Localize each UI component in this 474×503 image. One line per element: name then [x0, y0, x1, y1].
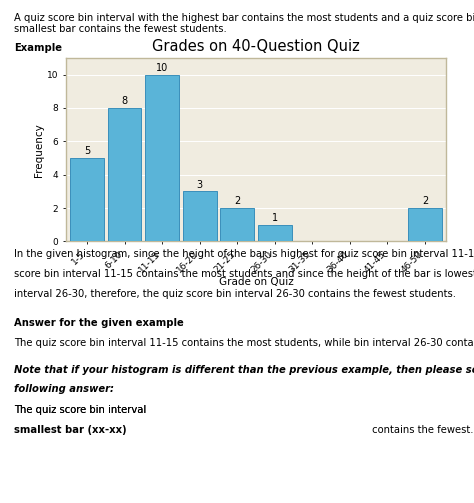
Bar — [220, 208, 254, 241]
Text: The quiz score bin interval: The quiz score bin interval — [14, 405, 150, 415]
Text: contains the fewest.: contains the fewest. — [369, 425, 474, 435]
Text: 1: 1 — [272, 213, 278, 223]
Text: 10: 10 — [156, 63, 168, 73]
Text: Note that if your histogram is different than the previous example, then please : Note that if your histogram is different… — [14, 365, 474, 375]
Text: 2: 2 — [422, 196, 428, 206]
Bar — [408, 208, 442, 241]
Text: 5: 5 — [84, 146, 90, 156]
Bar — [145, 74, 179, 241]
Bar — [108, 108, 141, 241]
Text: 3: 3 — [197, 180, 203, 190]
Text: Example: Example — [14, 43, 62, 53]
Text: Answer for the given example: Answer for the given example — [14, 318, 184, 328]
Y-axis label: Frequency: Frequency — [34, 123, 44, 177]
Text: A quiz score bin interval with the highest bar contains the most students and a : A quiz score bin interval with the highe… — [14, 13, 474, 23]
Text: interval 26-30, therefore, the quiz score bin interval 26-30 contains the fewest: interval 26-30, therefore, the quiz scor… — [14, 289, 456, 299]
Text: The quiz score bin interval: The quiz score bin interval — [14, 405, 150, 415]
Bar — [183, 191, 217, 241]
Text: smallest bar (xx-xx): smallest bar (xx-xx) — [14, 425, 127, 435]
Text: 8: 8 — [121, 96, 128, 106]
Text: smallest bar contains the fewest students.: smallest bar contains the fewest student… — [14, 24, 227, 34]
Text: In the given histogram, since the height of the bar is highest for quiz score bi: In the given histogram, since the height… — [14, 249, 474, 259]
Title: Grades on 40-Question Quiz: Grades on 40-Question Quiz — [152, 39, 360, 54]
X-axis label: Grade on Quiz: Grade on Quiz — [219, 278, 293, 288]
Text: following answer:: following answer: — [14, 384, 114, 394]
Text: score bin interval 11-15 contains the most students and since the height of the : score bin interval 11-15 contains the mo… — [14, 269, 474, 279]
Text: 2: 2 — [234, 196, 240, 206]
Text: The quiz score bin interval 11-15 contains the most students, while bin interval: The quiz score bin interval 11-15 contai… — [14, 338, 474, 348]
Bar — [70, 158, 104, 241]
Bar — [258, 225, 292, 241]
